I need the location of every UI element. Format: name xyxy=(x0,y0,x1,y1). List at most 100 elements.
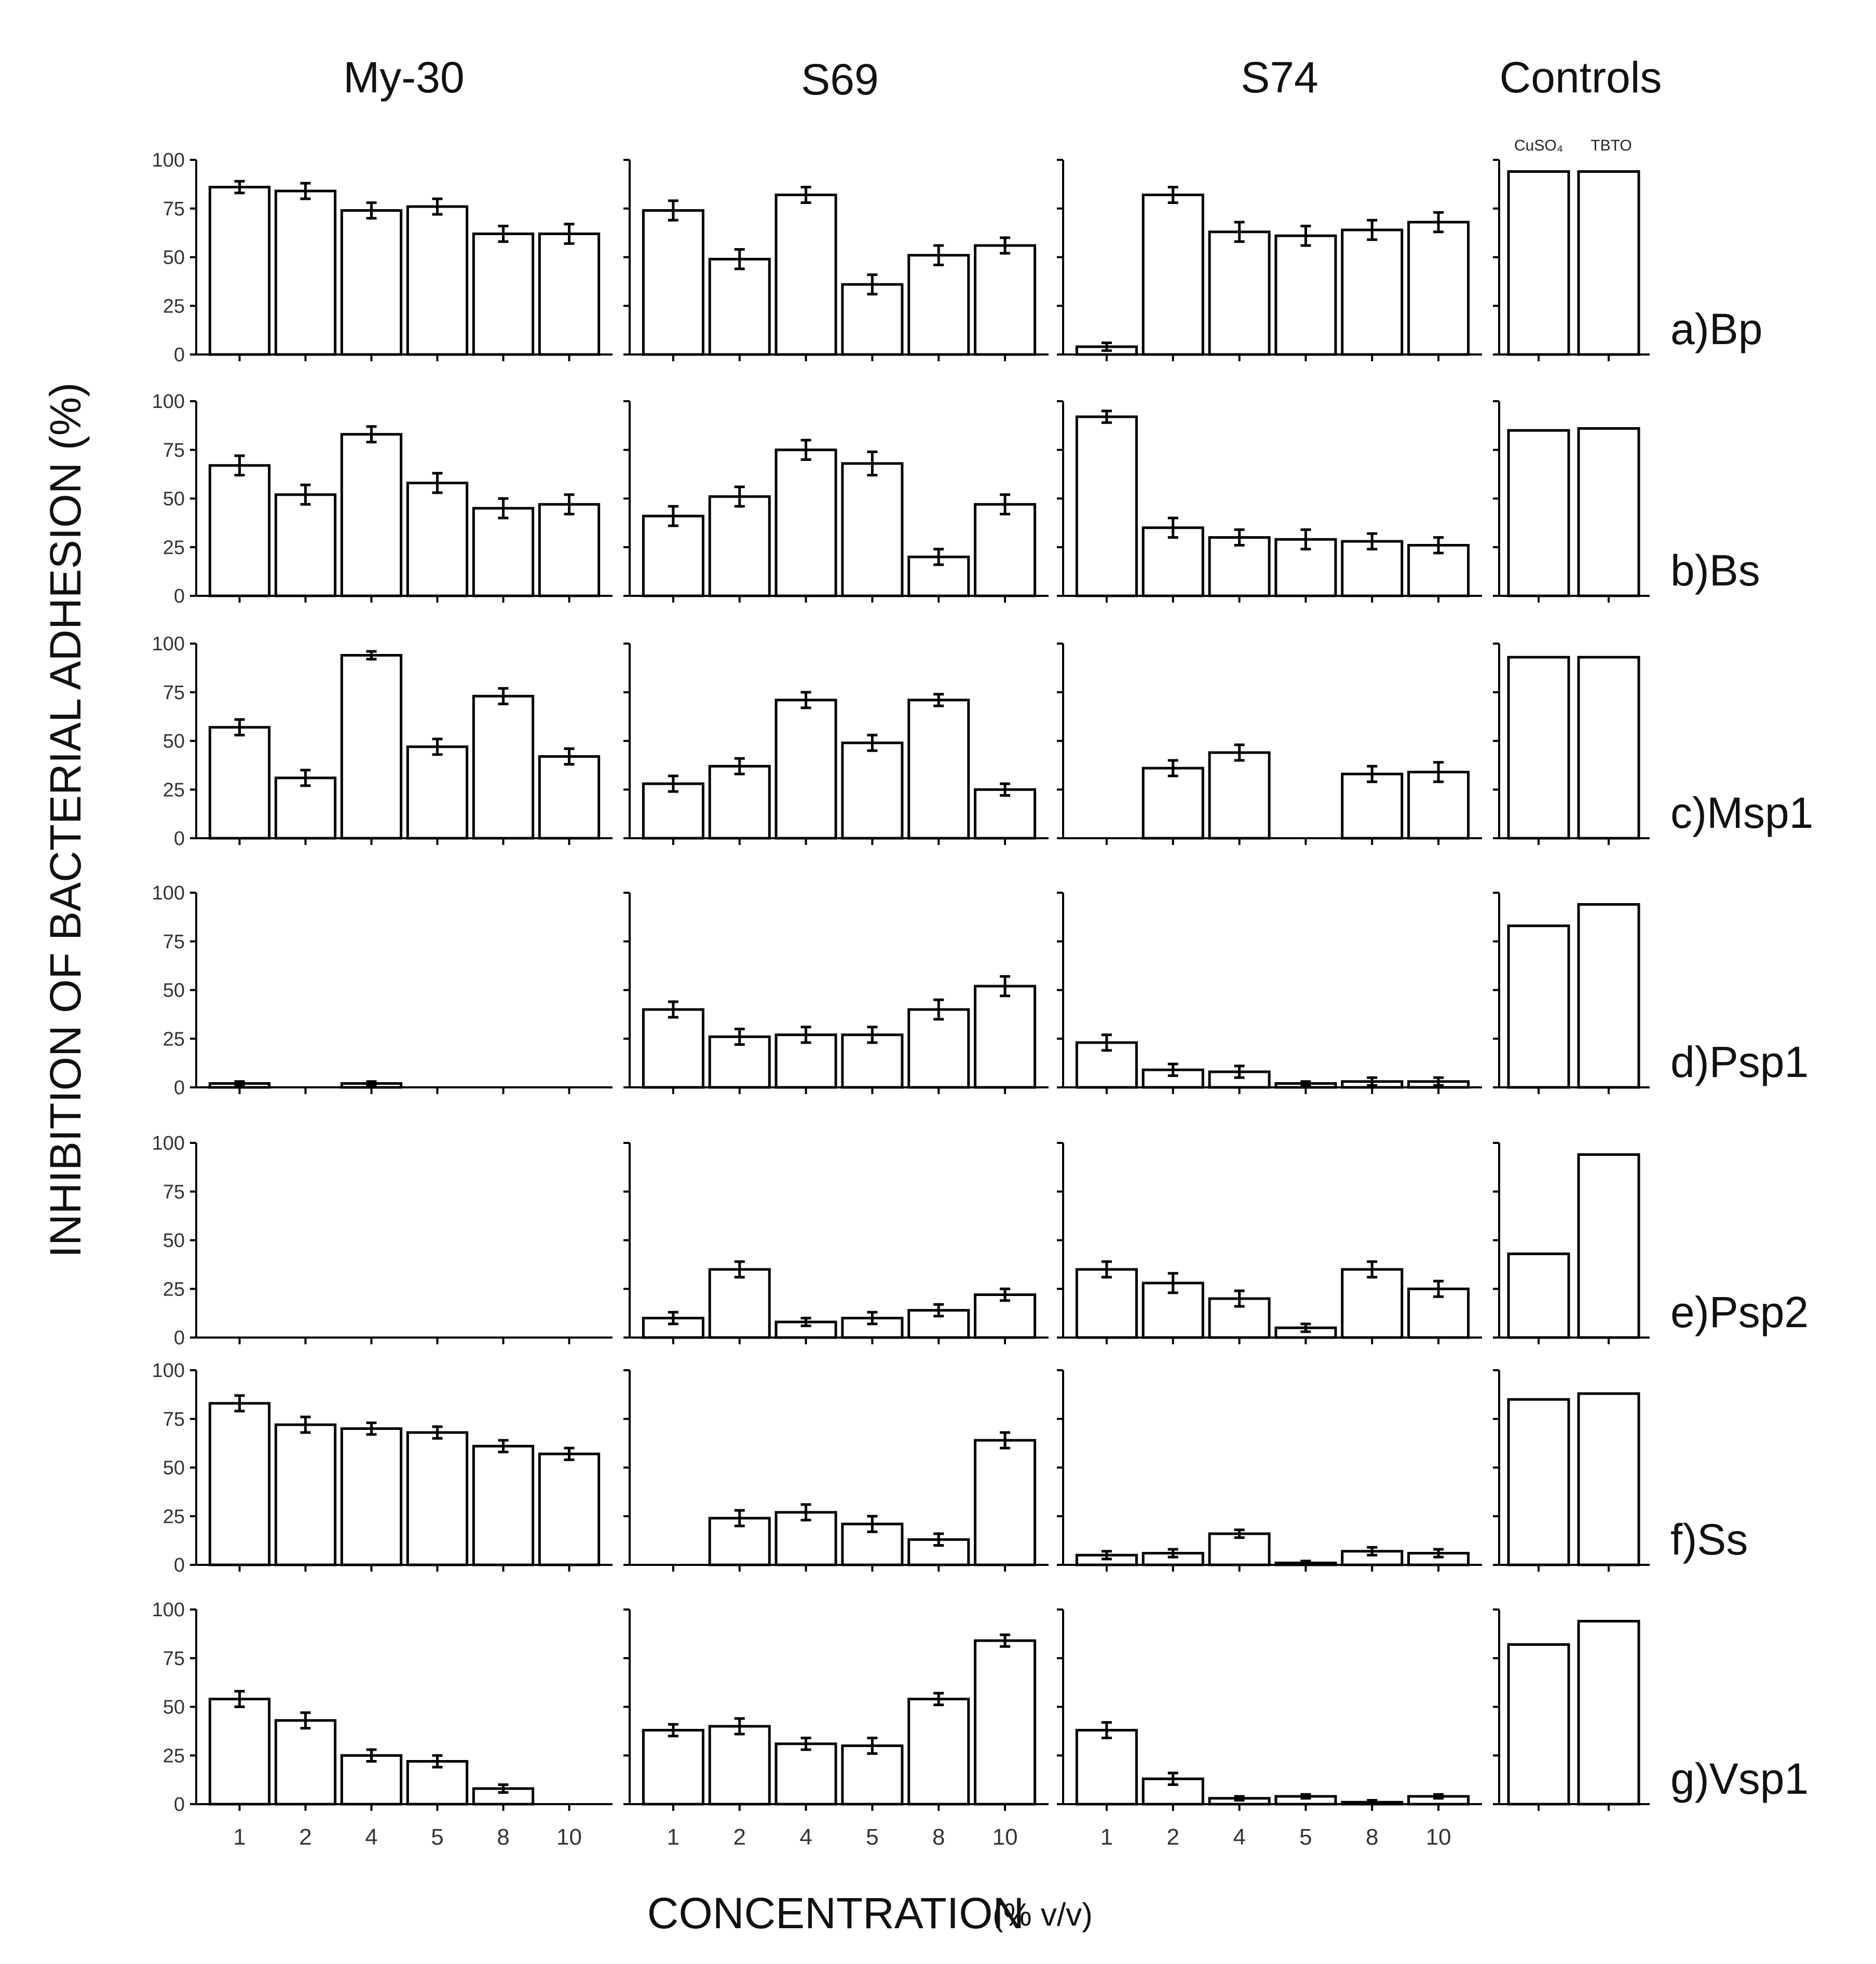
x-tick-label-s74-4: 4 xyxy=(1233,1824,1245,1850)
error-bar-gvsp1-s74-2 xyxy=(1167,1771,1178,1786)
bar-abp-my30-10 xyxy=(538,233,601,356)
bar-abp-my30-2 xyxy=(274,189,337,356)
error-bar-cmsp1-s74-2 xyxy=(1167,759,1178,778)
error-bar-epsp2-s69-5 xyxy=(867,1311,878,1326)
bar-cmsp1-my30-4 xyxy=(340,654,403,840)
bar-abp-s69-1 xyxy=(642,209,704,356)
bar-bbs-s74-1 xyxy=(1075,415,1138,597)
y-tick-label-abp-0: 0 xyxy=(174,344,185,366)
bar-fss-my30-5 xyxy=(406,1431,469,1566)
bar-epsp2-s69-2 xyxy=(708,1268,771,1339)
error-bar-gvsp1-my30-5 xyxy=(432,1754,443,1769)
error-bar-gvsp1-s69-5 xyxy=(867,1737,878,1755)
error-bar-gvsp1-s74-5 xyxy=(1300,1793,1311,1800)
bar-bbs-my30-5 xyxy=(406,482,469,597)
x-tick-label-s69-8: 8 xyxy=(932,1824,945,1850)
error-bar-dpsp1-s69-1 xyxy=(668,1000,678,1019)
error-bar-epsp2-s74-5 xyxy=(1300,1322,1311,1333)
error-bar-abp-my30-2 xyxy=(300,182,311,200)
bar-bbs-control-cuso4 xyxy=(1507,429,1570,597)
error-bar-dpsp1-s74-8 xyxy=(1367,1076,1378,1087)
error-bar-bbs-s74-1 xyxy=(1101,410,1112,424)
bar-bbs-s69-4 xyxy=(774,448,837,597)
error-bar-abp-s74-10 xyxy=(1433,211,1444,234)
error-bar-fss-s74-2 xyxy=(1167,1548,1178,1559)
bar-fss-control-tbto xyxy=(1577,1392,1640,1566)
error-bar-fss-my30-5 xyxy=(432,1425,443,1440)
y-tick-label-bbs-75: 75 xyxy=(163,440,185,461)
bar-abp-s74-2 xyxy=(1141,194,1204,356)
x-axis-unit: (% v/v) xyxy=(993,1897,1093,1933)
y-tick-label-bbs-50: 50 xyxy=(163,488,185,510)
bar-cmsp1-s74-4 xyxy=(1208,751,1271,840)
bar-bbs-control-tbto xyxy=(1577,427,1640,597)
y-tick-label-dpsp1-50: 50 xyxy=(163,980,185,1002)
bar-bbs-s69-1 xyxy=(642,514,704,597)
error-bar-fss-s69-8 xyxy=(933,1532,944,1547)
panels-group: a)Bp0255075100b)Bs0255075100c)Msp1025507… xyxy=(152,149,1814,1850)
bar-fss-control-cuso4 xyxy=(1507,1398,1570,1566)
error-bar-cmsp1-s69-1 xyxy=(668,774,678,793)
bar-gvsp1-s69-1 xyxy=(642,1729,704,1806)
x-tick-label-s74-1: 1 xyxy=(1100,1824,1113,1850)
error-bar-gvsp1-s74-10 xyxy=(1433,1793,1444,1800)
bar-abp-s69-8 xyxy=(907,254,970,356)
y-tick-label-abp-100: 100 xyxy=(152,149,185,171)
error-bar-epsp2-s74-10 xyxy=(1433,1279,1444,1298)
bar-bbs-my30-1 xyxy=(208,464,271,597)
column-title-s74: S74 xyxy=(1241,53,1318,102)
error-bar-bbs-s69-5 xyxy=(867,451,878,476)
bar-cmsp1-my30-5 xyxy=(406,745,469,840)
bar-gvsp1-s69-2 xyxy=(708,1725,771,1806)
error-bar-gvsp1-s74-4 xyxy=(1234,1795,1245,1802)
error-bar-dpsp1-s69-5 xyxy=(867,1026,878,1044)
bar-abp-s69-4 xyxy=(774,194,837,356)
bar-cmsp1-my30-8 xyxy=(472,694,535,840)
bar-dpsp1-s69-8 xyxy=(907,1008,970,1089)
y-tick-label-gvsp1-75: 75 xyxy=(163,1648,185,1670)
error-bar-gvsp1-my30-2 xyxy=(300,1711,311,1730)
error-bar-abp-s69-4 xyxy=(800,186,811,204)
error-bar-epsp2-s69-4 xyxy=(800,1317,811,1327)
bar-abp-s69-2 xyxy=(708,257,771,356)
y-tick-label-bbs-100: 100 xyxy=(152,391,185,413)
y-tick-label-fss-100: 100 xyxy=(152,1360,185,1382)
error-bar-dpsp1-s69-10 xyxy=(1000,975,1011,998)
bar-abp-my30-5 xyxy=(406,205,469,356)
bar-bbs-s69-2 xyxy=(708,495,771,597)
error-bar-dpsp1-s69-8 xyxy=(933,998,944,1021)
x-tick-label-my30-2: 2 xyxy=(299,1824,311,1850)
error-bar-bbs-s74-4 xyxy=(1234,528,1245,547)
bar-bbs-my30-4 xyxy=(340,433,403,597)
error-bar-abp-my30-8 xyxy=(498,225,509,243)
row-label-cmsp1: c)Msp1 xyxy=(1670,788,1813,837)
error-bar-abp-s74-5 xyxy=(1300,225,1311,247)
y-tick-label-epsp2-50: 50 xyxy=(163,1230,185,1252)
bar-fss-s69-10 xyxy=(974,1439,1037,1566)
error-bar-bbs-s69-8 xyxy=(933,548,944,566)
error-bar-abp-my30-5 xyxy=(432,197,443,216)
bar-bbs-my30-8 xyxy=(472,507,535,597)
error-bar-epsp2-s69-2 xyxy=(734,1260,745,1279)
x-tick-label-my30-1: 1 xyxy=(233,1824,246,1850)
error-bar-fss-my30-4 xyxy=(366,1421,377,1436)
error-bar-fss-s74-8 xyxy=(1367,1546,1378,1557)
y-tick-label-epsp2-25: 25 xyxy=(163,1278,185,1300)
error-bar-bbs-my30-10 xyxy=(564,493,575,515)
error-bar-abp-s69-10 xyxy=(1000,236,1011,255)
error-bar-cmsp1-s69-2 xyxy=(734,757,745,775)
bar-bbs-s74-4 xyxy=(1208,536,1271,597)
error-bar-abp-s74-1 xyxy=(1101,342,1112,352)
error-bar-dpsp1-s74-1 xyxy=(1101,1033,1112,1052)
row-label-epsp2: e)Psp2 xyxy=(1670,1288,1809,1336)
bar-dpsp1-control-cuso4 xyxy=(1507,924,1570,1089)
y-tick-label-dpsp1-75: 75 xyxy=(163,931,185,953)
error-bar-cmsp1-my30-8 xyxy=(498,687,509,705)
error-bar-bbs-s69-4 xyxy=(800,439,811,461)
bar-epsp2-s74-1 xyxy=(1075,1268,1138,1339)
error-bar-abp-s69-1 xyxy=(668,199,678,222)
error-bar-abp-s74-4 xyxy=(1234,221,1245,243)
error-bar-gvsp1-my30-4 xyxy=(366,1748,377,1763)
error-bar-abp-s69-8 xyxy=(933,244,944,266)
